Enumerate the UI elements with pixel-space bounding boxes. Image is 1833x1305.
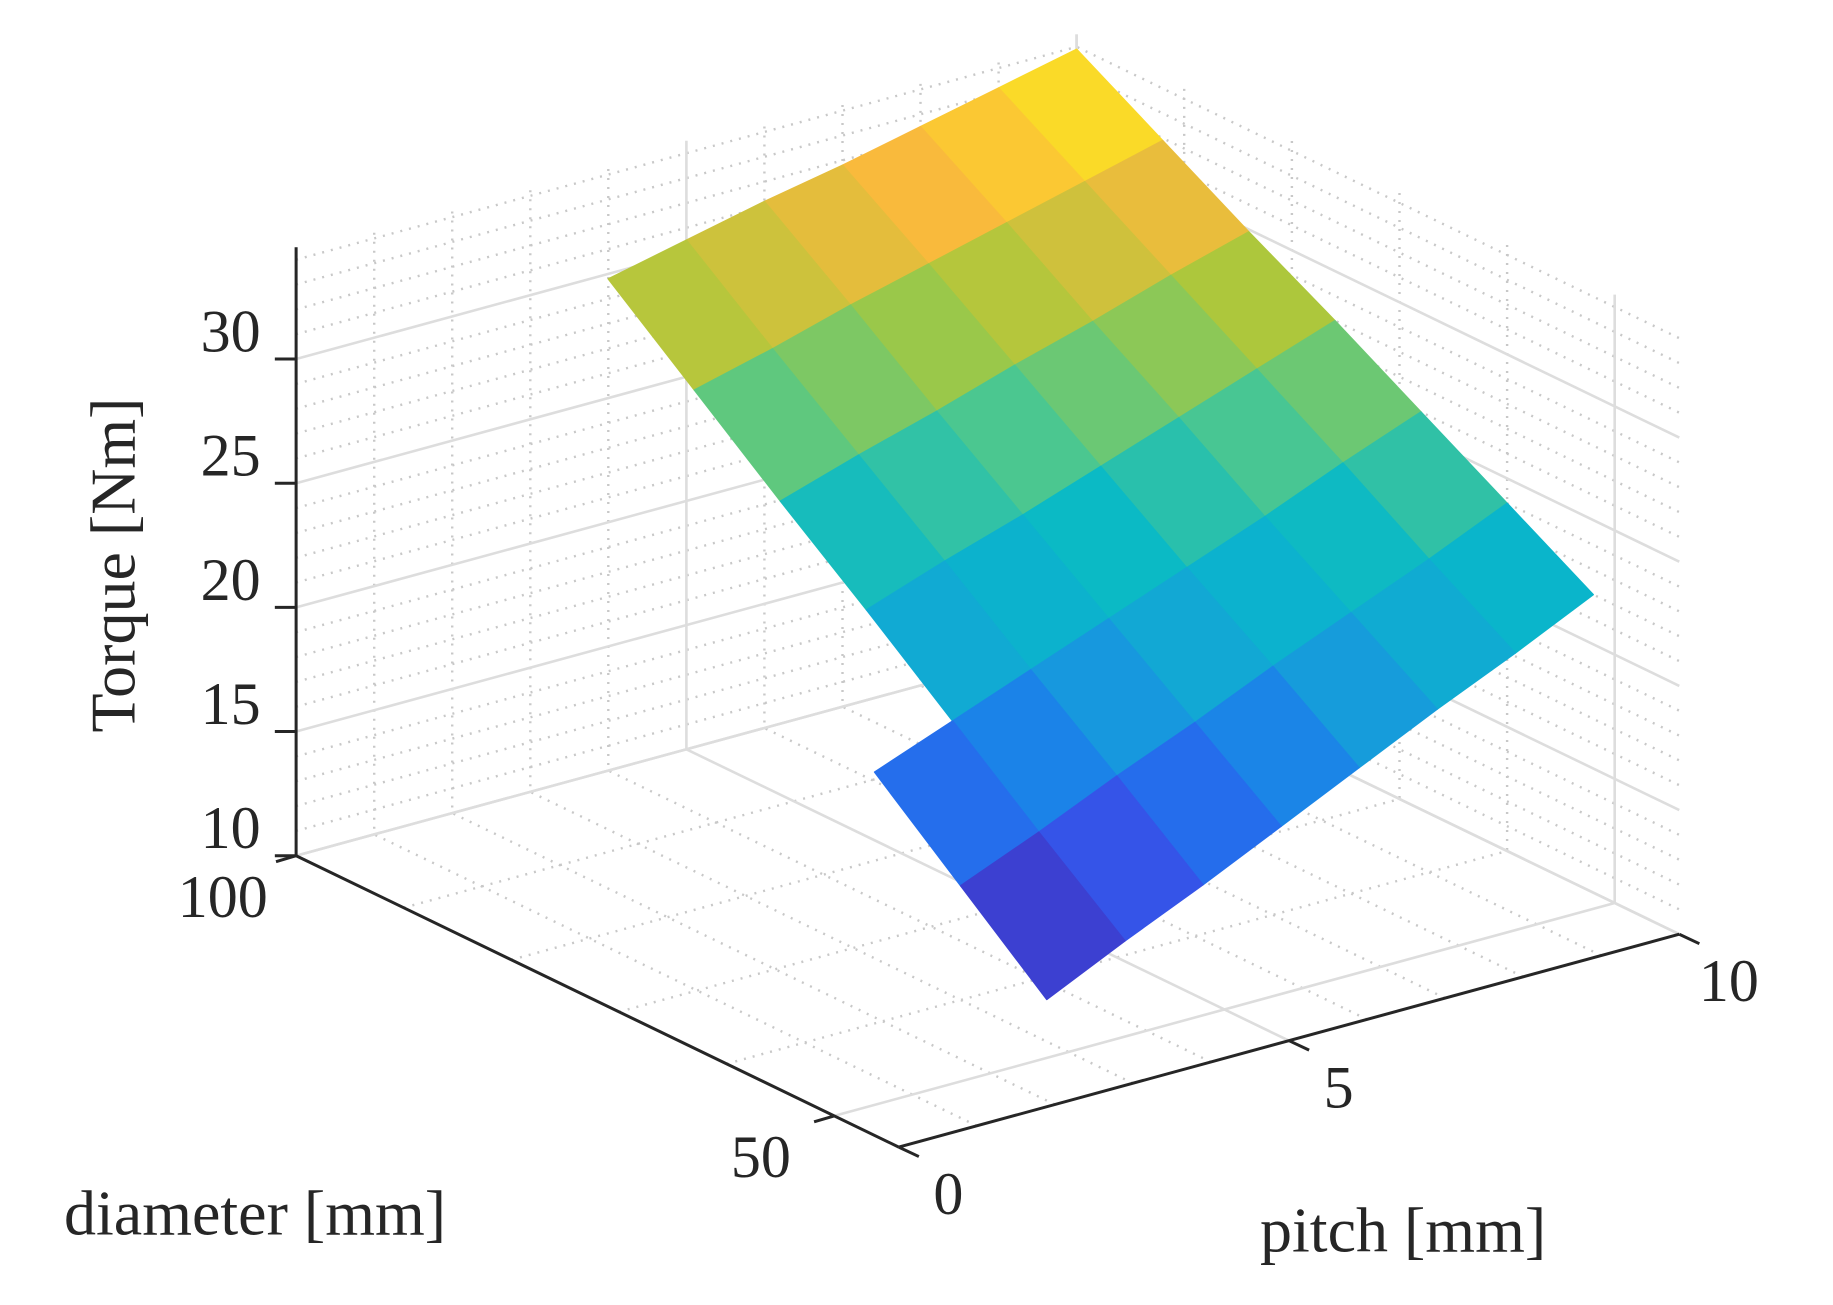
- x-tick: [898, 1145, 920, 1158]
- z-tick-label: 20: [201, 547, 261, 613]
- x-axis-title: pitch [mm]: [1260, 1195, 1546, 1266]
- z-tick-label: 10: [201, 795, 261, 861]
- surface-cell: [959, 831, 1126, 1001]
- y-tick-label: 100: [178, 864, 268, 930]
- labels: Torque [Nm] diameter [mm] pitch [mm]: [64, 398, 1546, 1266]
- y-tick: [813, 1114, 835, 1124]
- y-tick: [275, 854, 297, 864]
- surface: [607, 48, 1594, 1001]
- z-tick-label: 15: [201, 671, 261, 737]
- x-tick-label: 0: [933, 1161, 963, 1227]
- y-tick-label: 50: [731, 1124, 791, 1190]
- x-tick: [1288, 1039, 1310, 1052]
- x-tick: [1678, 932, 1701, 946]
- z-tick-label: 30: [201, 299, 261, 365]
- x-tick-label: 5: [1324, 1055, 1354, 1121]
- y-axis-title: diameter [mm]: [64, 1178, 446, 1249]
- x-tick-label: 10: [1699, 948, 1759, 1014]
- y-axis-line: [295, 854, 900, 1149]
- z-tick-label: 25: [201, 423, 261, 489]
- axes: 10 15 20 25 30 50 100 0 5 10: [178, 247, 1759, 1227]
- z-axis-title: Torque [Nm]: [78, 398, 149, 733]
